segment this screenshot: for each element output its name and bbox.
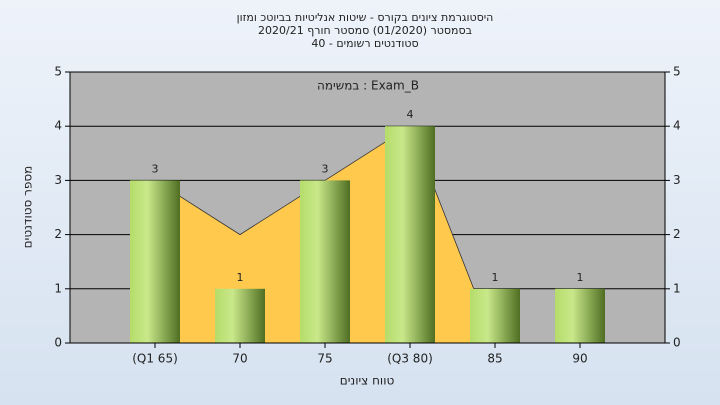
x-tick-label: (Q1 65) [132,352,178,366]
y-tick-label: 1 [54,281,62,295]
value-label: 3 [322,162,329,175]
chart-title: היסטוגרמת ציונים בקורס - שיטות אנליטיות … [237,11,494,24]
bar [470,288,520,343]
chart-subtitle: סטודנטים רשומים - 40 [311,37,418,50]
y-axis-label: מספר סטודנטים [21,166,35,249]
bar [215,288,265,343]
value-label: 4 [407,108,414,121]
chart-subtitle: בסמסטר (01/2020) סמסטר חורף 2020/21 [258,24,472,37]
y2-tick-label: 1 [673,281,681,295]
value-label: 1 [237,271,244,284]
y-tick-label: 3 [54,173,62,187]
y-tick-label: 2 [54,227,62,241]
value-label: 1 [492,271,499,284]
bar [130,180,180,343]
bar [300,180,350,343]
y2-tick-label: 3 [673,173,681,187]
y2-tick-label: 2 [673,227,681,241]
y-tick-label: 5 [54,65,62,79]
bar [555,288,605,343]
x-tick-label: 85 [487,352,502,366]
annotation: במשימה : Exam_B [317,79,419,93]
y-tick-label: 4 [54,119,62,133]
y2-tick-label: 4 [673,119,681,133]
value-label: 3 [152,162,159,175]
x-tick-label: 70 [232,352,247,366]
y-tick-label: 0 [54,336,62,350]
x-tick-label: 90 [572,352,587,366]
x-axis-label: טווח ציונים [340,374,395,388]
y2-tick-label: 5 [673,65,681,79]
y2-tick-label: 0 [673,336,681,350]
value-label: 1 [577,271,584,284]
x-tick-label: 75 [317,352,332,366]
bar [385,126,435,343]
x-tick-label: (Q3 80) [387,352,433,366]
